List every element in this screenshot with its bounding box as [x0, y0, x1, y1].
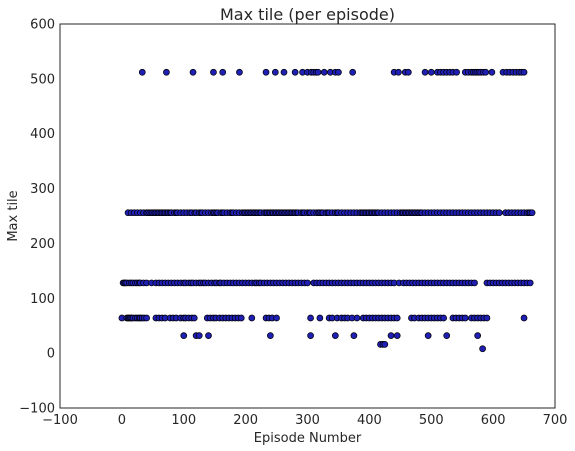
y-tick-label: 100 — [30, 292, 55, 307]
x-tick-label: −100 — [42, 413, 78, 428]
data-point — [421, 68, 429, 76]
data-point — [163, 68, 170, 76]
data-point — [349, 68, 357, 76]
y-tick-label: 300 — [30, 182, 55, 197]
x-axis-ticks: −100 0 100 200 300 400 500 600 700 — [42, 413, 567, 428]
data-point — [320, 68, 328, 76]
data-point — [219, 68, 227, 76]
data-point — [210, 68, 217, 76]
data-point — [180, 332, 188, 339]
data-point — [280, 68, 288, 76]
y-tick-label: 200 — [30, 237, 55, 252]
x-tick-label: 500 — [419, 413, 444, 428]
x-tick-label: 400 — [357, 413, 382, 428]
data-point — [393, 314, 401, 322]
data-point — [307, 314, 314, 322]
data-point — [520, 314, 528, 322]
data-point — [482, 68, 490, 76]
data-point — [495, 209, 503, 217]
x-tick-label: 0 — [118, 413, 126, 428]
y-tick-label: 400 — [30, 127, 55, 142]
data-point — [440, 314, 447, 322]
y-axis-ticks: −100 0 100 200 300 400 500 600 — [19, 18, 55, 417]
data-point — [143, 314, 150, 322]
data-point — [471, 279, 478, 287]
x-tick-label: 300 — [295, 413, 320, 428]
y-tick-label: −100 — [19, 402, 55, 417]
y-axis-label: Max tile — [6, 190, 21, 241]
data-point — [443, 332, 451, 339]
data-point — [381, 341, 389, 348]
data-point — [262, 68, 270, 76]
data-point — [236, 68, 243, 76]
data-point — [353, 314, 361, 322]
x-tick-label: 700 — [543, 413, 568, 428]
data-point — [190, 314, 198, 322]
data-point — [393, 332, 401, 339]
data-point — [205, 332, 212, 339]
data-point — [273, 314, 280, 322]
data-point — [483, 314, 491, 322]
data-point — [304, 279, 311, 287]
y-tick-label: 600 — [30, 18, 55, 33]
data-point — [237, 314, 245, 322]
chart-title: Max tile (per episode) — [220, 5, 395, 24]
data-point — [291, 68, 299, 76]
data-point — [316, 314, 324, 322]
data-point — [528, 209, 536, 217]
data-point — [520, 68, 528, 76]
data-point — [271, 68, 279, 76]
data-point — [424, 332, 432, 339]
y-tick-label: 500 — [30, 72, 55, 87]
data-point — [488, 68, 496, 76]
data-point — [195, 332, 203, 339]
data-point — [248, 314, 256, 322]
x-tick-label: 600 — [481, 413, 506, 428]
data-point — [461, 314, 469, 322]
data-point — [427, 68, 435, 76]
data-point — [395, 68, 402, 76]
data-point — [138, 68, 146, 76]
data-point — [387, 332, 395, 339]
data-point — [267, 332, 274, 339]
y-tick-label: 0 — [47, 347, 55, 362]
data-point — [350, 332, 358, 339]
data-point — [331, 332, 339, 339]
x-tick-label: 200 — [233, 413, 258, 428]
x-tick-label: 100 — [171, 413, 196, 428]
data-point — [405, 68, 412, 76]
data-point — [453, 68, 460, 76]
data-point — [189, 68, 197, 76]
data-point — [335, 68, 342, 76]
x-axis-label: Episode Number — [254, 431, 362, 446]
data-point — [479, 345, 486, 353]
data-points — [118, 68, 536, 353]
data-point — [314, 68, 322, 76]
data-point — [474, 332, 482, 339]
data-point — [526, 279, 534, 287]
data-point — [307, 332, 314, 339]
